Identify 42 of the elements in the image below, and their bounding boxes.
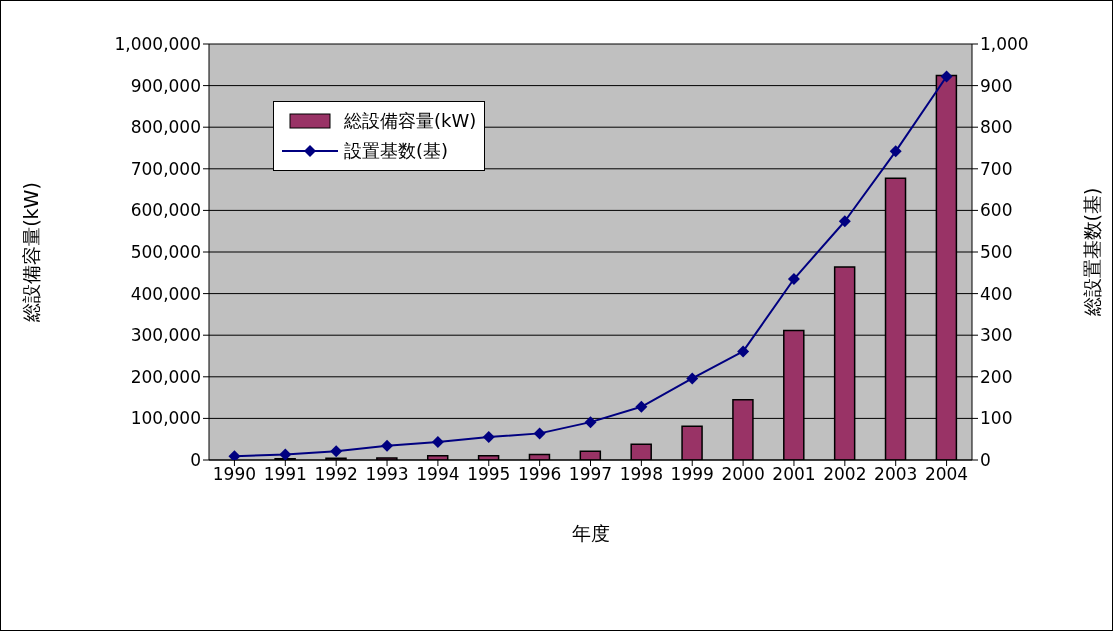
y-tick-label: 100,000 xyxy=(130,408,201,429)
y2-tick-label: 100 xyxy=(980,408,1013,429)
x-tick-label: 1990 xyxy=(212,464,257,485)
y2-tick-label: 0 xyxy=(980,450,991,471)
legend-label: 総設備容量(kW) xyxy=(344,109,477,133)
x-tick-label: 1991 xyxy=(263,464,307,485)
y2-tick-label: 300 xyxy=(980,325,1013,346)
x-tick-label: 1994 xyxy=(416,464,460,485)
y2-tick-label: 900 xyxy=(980,75,1013,96)
legend-label: 設置基数(基) xyxy=(344,139,449,163)
y2-tick-label: 600 xyxy=(980,200,1013,221)
x-tick-label: 1998 xyxy=(619,464,663,485)
x-tick-label: 1992 xyxy=(314,464,358,485)
y-tick-label: 700,000 xyxy=(130,158,201,179)
x-tick-label: 1993 xyxy=(365,464,409,485)
y-axis-title: 総設備容量(kW) xyxy=(19,182,42,323)
x-tick-label: 1995 xyxy=(467,464,511,485)
y-tick-label: 0 xyxy=(190,450,201,471)
y2-axis-title: 総設置基数(基) xyxy=(1080,187,1103,318)
y2-tick-label: 700 xyxy=(980,158,1013,179)
y-tick-label: 600,000 xyxy=(130,200,201,221)
y-tick-label: 400,000 xyxy=(130,283,201,304)
x-tick-label: 1997 xyxy=(568,464,613,485)
x-tick-label: 2004 xyxy=(924,464,969,485)
y-tick-label: 200,000 xyxy=(130,366,201,387)
y-tick-label: 900,000 xyxy=(130,75,201,96)
x-tick-label: 2003 xyxy=(874,464,918,485)
x-axis-title: 年度 xyxy=(571,522,610,544)
y-tick-label: 500,000 xyxy=(130,242,201,263)
y2-tick-label: 800 xyxy=(980,117,1013,138)
y2-tick-label: 1,000 xyxy=(980,34,1029,55)
x-tick-label: 2001 xyxy=(772,464,816,485)
y2-tick-label: 500 xyxy=(980,242,1013,263)
x-tick-label: 1996 xyxy=(518,464,562,485)
x-tick-label: 2000 xyxy=(721,464,765,485)
y-tick-label: 1,000,000 xyxy=(114,34,201,55)
y-tick-label: 800,000 xyxy=(130,117,201,138)
y2-tick-label: 400 xyxy=(980,283,1013,304)
x-tick-label: 2002 xyxy=(823,464,867,485)
y2-tick-label: 200 xyxy=(980,366,1013,387)
x-tick-label: 1999 xyxy=(670,464,714,485)
y-tick-label: 300,000 xyxy=(130,325,201,346)
